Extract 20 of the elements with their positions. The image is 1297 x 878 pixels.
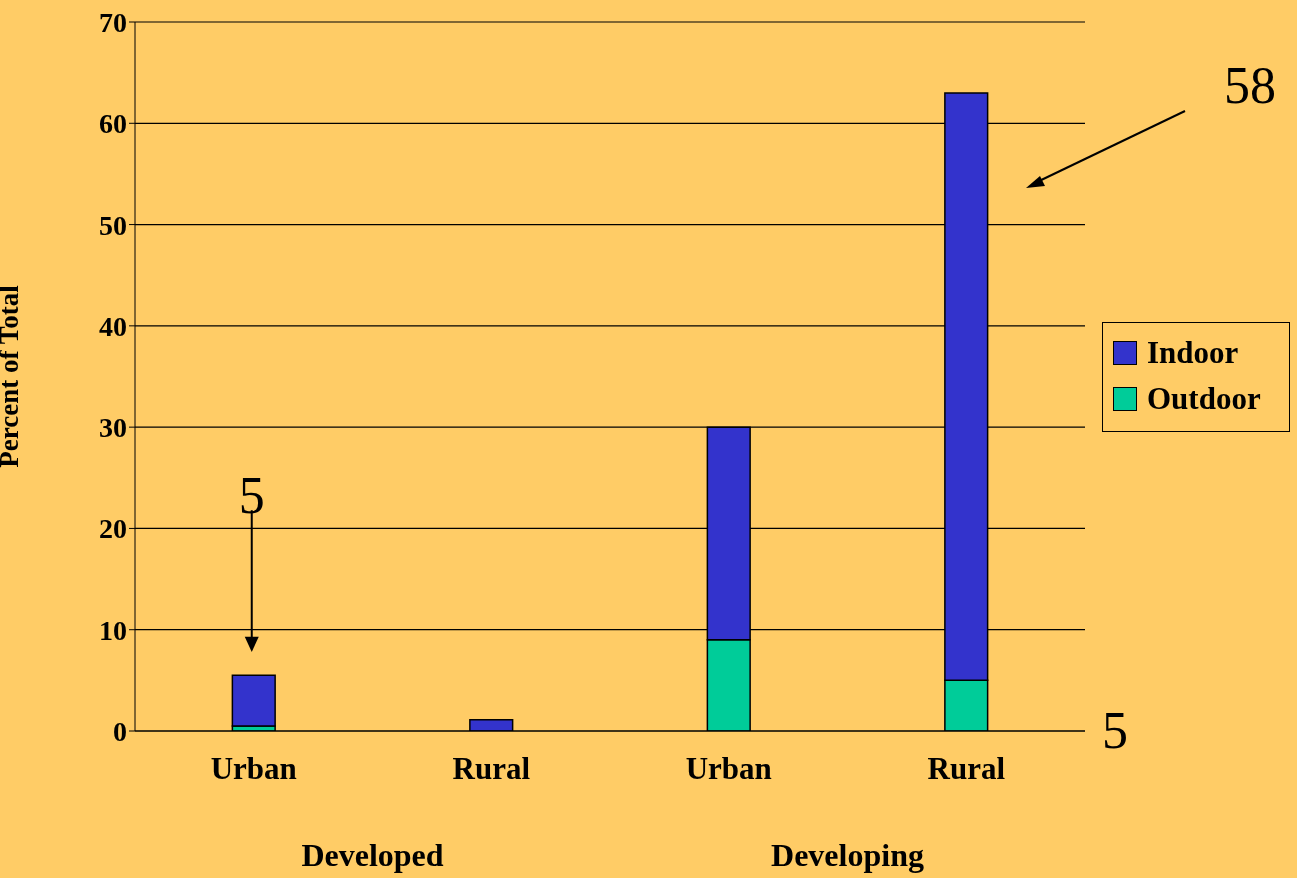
- y-tick-label: 40: [99, 310, 127, 342]
- text: 58: [1224, 57, 1276, 115]
- y-tick-label: 0: [113, 715, 127, 747]
- legend-label: Indoor: [1147, 334, 1239, 372]
- y-tick-label: 20: [99, 513, 127, 545]
- x-tick-label: Rural: [452, 751, 531, 787]
- y-tick-label: 60: [99, 108, 127, 140]
- y-tick-label: 10: [99, 614, 127, 646]
- x-tick-label: Urban: [685, 751, 772, 787]
- annotation: 5: [238, 467, 265, 525]
- x-tick-label: Urban: [210, 751, 297, 787]
- text: Developed: [301, 837, 444, 873]
- y-tick-label: 30: [99, 412, 127, 444]
- y-tick-label: 70: [99, 6, 127, 38]
- text: Developing: [771, 837, 924, 873]
- x-tick-label: Rural: [927, 751, 1006, 787]
- bar: [231, 674, 276, 727]
- y-tick-label: 50: [99, 209, 127, 241]
- text: 5: [1102, 702, 1128, 759]
- legend-label: Outdoor: [1147, 380, 1261, 418]
